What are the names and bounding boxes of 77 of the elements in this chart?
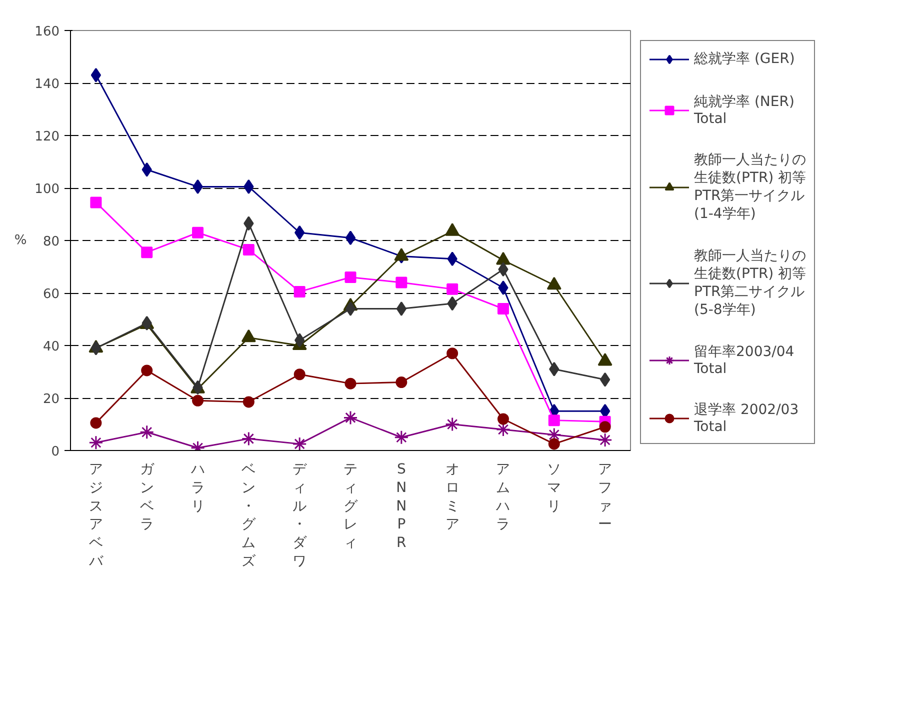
point [88,435,104,450]
legend-label: 教師一人当たりの生徒数(PTR) 初等 PTR第二サイクル (5-8学年) [694,247,806,319]
y-tick-label: 140 [34,77,60,92]
point [241,431,256,446]
point [396,376,408,388]
legend-label: 教師一人当たりの生徒数(PTR) 初等 PTR第一サイクル (1-4学年) [694,151,806,223]
point [90,417,102,429]
x-tick-label: アファー [598,462,612,533]
point [142,316,152,330]
point [446,283,458,295]
y-tick-label: 100 [34,182,60,197]
legend-label: 純就学率 (NER) Total [694,93,794,127]
point [496,422,510,437]
point [445,417,460,432]
x-tick-label: アジスアベバ [88,462,104,570]
point [343,410,358,425]
x-tick-label: ディル・ダワ [292,462,308,570]
point [497,413,509,425]
point [244,179,254,194]
point [447,296,458,311]
point [192,179,203,194]
point [447,252,458,266]
point [548,438,560,450]
legend-label: 退学率 2002/03 Total [694,401,799,435]
point [192,380,203,395]
point [294,333,305,348]
x-tick-label: ハラリ [190,462,205,514]
point [244,216,254,231]
x-tick-label: ティグレィ [344,462,358,552]
legend-label: 総就学率 (GER) [694,50,795,68]
legend-label: 留年率2003/04 Total [694,343,794,377]
point [549,362,560,376]
x-tick-label: オロミア [445,462,460,533]
y-tick-label: 160 [34,24,60,40]
x-tick-label: SNNPR [396,462,407,552]
point [242,244,254,256]
point [192,394,204,406]
point [546,428,562,442]
point [497,303,509,314]
point [142,162,152,177]
point [600,372,610,387]
point [396,302,406,316]
point [446,348,458,360]
point [294,225,305,240]
point [598,432,612,448]
point [90,68,102,82]
point [90,196,102,208]
point [344,272,356,283]
point [141,364,153,376]
point [242,396,254,408]
point [498,280,508,295]
point [345,230,356,246]
y-tick-label: 40 [42,340,60,354]
y-tick-label: 0 [51,444,60,460]
x-tick-label: ガンベラ [140,462,155,533]
point [344,378,356,390]
point [345,302,356,316]
point [294,368,306,380]
point [294,286,306,298]
y-tick-label: 120 [34,130,60,144]
point [140,424,154,440]
point [292,436,307,450]
point [90,340,102,356]
point [599,421,611,433]
x-tick-label: アムハラ [495,462,510,533]
point [192,226,204,238]
x-tick-label: ベン・グムズ [242,462,257,570]
y-tick-label: 60 [42,287,60,302]
x-tick-label: ソマリ [547,462,562,514]
point [141,246,153,258]
point [394,430,409,445]
point [548,414,560,426]
point [396,276,408,288]
y-axis-title: % [14,233,27,248]
y-tick-label: 20 [42,392,60,407]
point [498,262,508,277]
y-tick-label: 80 [42,234,60,250]
